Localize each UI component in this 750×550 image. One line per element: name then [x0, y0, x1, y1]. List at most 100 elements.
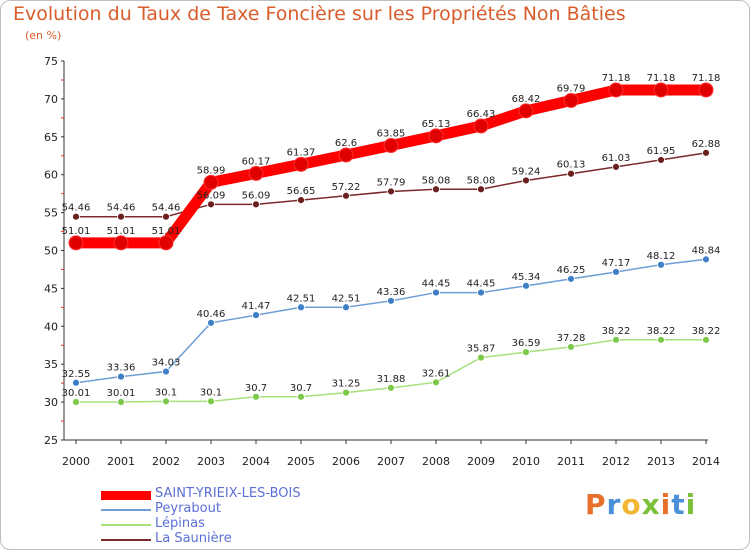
series-point-main: [293, 156, 309, 172]
y-tick-label: 35: [44, 358, 58, 371]
series-point-main: [158, 235, 174, 251]
x-tick-label: 2014: [692, 455, 720, 468]
legend-label: La Saunière: [155, 531, 232, 546]
legend-item: SAINT-YRIEIX-LES-BOIS: [101, 486, 341, 502]
y-tick-label: 45: [44, 282, 58, 295]
series-point: [567, 169, 575, 178]
data-label: 30.7: [245, 383, 267, 394]
series-point: [207, 200, 215, 209]
legend-swatch: [101, 509, 151, 511]
data-label: 30.01: [107, 388, 136, 399]
data-label: 71.18: [647, 73, 676, 84]
data-label: 60.13: [557, 160, 586, 171]
y-tick-label: 50: [44, 245, 58, 258]
series-point: [522, 176, 530, 185]
x-tick-label: 2008: [422, 455, 450, 468]
series-point-main: [698, 82, 714, 98]
data-label: 54.46: [62, 203, 91, 214]
series-point: [612, 162, 620, 171]
data-label: 41.47: [242, 301, 271, 312]
series-point: [522, 348, 530, 357]
data-label: 54.46: [152, 203, 181, 214]
series-point: [162, 367, 170, 376]
legend-item: Lépinas: [101, 516, 341, 532]
x-tick-label: 2007: [377, 455, 405, 468]
data-label: 48.84: [692, 245, 721, 256]
y-tick-label: 40: [44, 320, 58, 333]
x-tick-label: 2002: [152, 455, 180, 468]
data-label: 65.13: [422, 119, 451, 130]
logo-letter: P: [585, 488, 607, 521]
x-tick-label: 2004: [242, 455, 270, 468]
data-label: 38.22: [692, 326, 721, 337]
series-point: [567, 343, 575, 351]
series-point: [72, 378, 80, 387]
x-tick-label: 2013: [647, 455, 675, 468]
series-point: [342, 303, 350, 312]
data-label: 35.87: [467, 344, 496, 355]
legend-swatch: [101, 539, 151, 541]
series-point: [522, 281, 530, 290]
data-label: 44.45: [467, 279, 496, 290]
data-label: 58.99: [197, 165, 226, 176]
y-tick-label: 25: [44, 434, 58, 447]
series-point-main: [518, 103, 534, 119]
x-tick-label: 2012: [602, 455, 630, 468]
data-label: 42.51: [287, 293, 316, 304]
series-point: [612, 268, 620, 276]
data-label: 30.01: [62, 388, 91, 399]
series-point-main: [338, 147, 354, 163]
series-point: [477, 353, 485, 362]
data-label: 66.43: [467, 109, 496, 120]
legend-item: Peyrabout: [101, 501, 341, 517]
logo-letter: i: [685, 488, 697, 521]
data-label: 57.22: [332, 182, 361, 193]
series-point: [432, 288, 440, 297]
series-point-main: [428, 128, 444, 144]
series-point-main: [113, 235, 129, 251]
series-point: [252, 392, 260, 401]
series-point: [477, 185, 485, 194]
series-point-main: [383, 138, 399, 154]
data-label: 61.37: [287, 147, 316, 158]
series-point: [72, 398, 80, 406]
data-label: 46.25: [557, 265, 586, 276]
data-label: 51.01: [152, 226, 181, 237]
series-point: [162, 212, 170, 221]
x-tick-label: 2000: [62, 455, 90, 468]
data-label: 59.24: [512, 166, 541, 177]
series-line-main: [70, 84, 712, 249]
x-tick-label: 2006: [332, 455, 360, 468]
series-point: [162, 397, 170, 406]
data-label: 40.46: [197, 309, 226, 320]
series-point-main: [248, 165, 264, 181]
series-point-main: [203, 174, 219, 190]
series-point: [117, 398, 125, 406]
x-tick-label: 2003: [197, 455, 225, 468]
x-tick-label: 2010: [512, 455, 540, 468]
legend-item: La Saunière: [101, 531, 341, 547]
data-label: 36.59: [512, 338, 541, 349]
series-point: [252, 311, 260, 320]
chart-legend: SAINT-YRIEIX-LES-BOIS Peyrabout Lépinas La …: [101, 486, 341, 547]
series-point: [432, 185, 440, 194]
series-point: [342, 388, 350, 397]
data-label: 61.03: [602, 153, 631, 164]
series-point: [297, 303, 305, 312]
chart-axes: 25 30 35 40 45 50 55 60 65 70 75 2000 2001 2002 2003 20…: [44, 55, 720, 468]
series-point-main: [68, 235, 84, 251]
series-point: [387, 383, 395, 392]
series-point: [432, 378, 440, 387]
series-point: [657, 260, 665, 269]
data-label: 51.01: [62, 226, 91, 237]
series-point: [117, 372, 125, 381]
data-label: 54.46: [107, 203, 136, 214]
data-label: 57.79: [377, 177, 406, 188]
series-point: [477, 288, 485, 297]
series-point-main: [608, 82, 624, 98]
data-label: 62.6: [335, 138, 357, 149]
series-point: [297, 196, 305, 204]
series-point: [72, 212, 80, 221]
series-layer: [68, 82, 714, 406]
x-tick-label: 2011: [557, 455, 585, 468]
